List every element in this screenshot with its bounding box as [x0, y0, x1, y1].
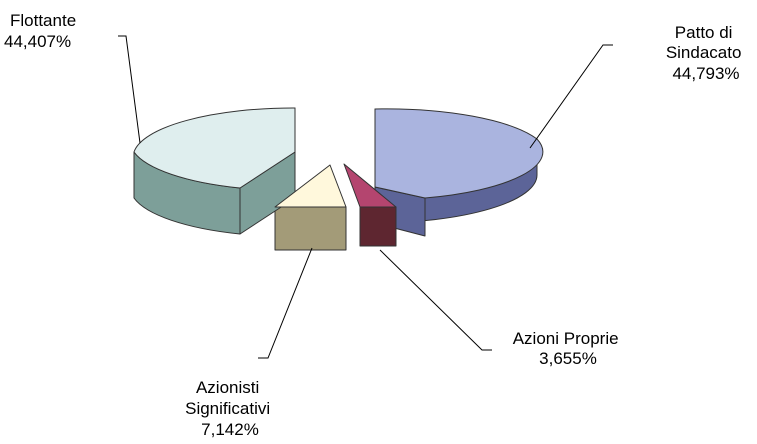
slice-value-label: 3,655%: [539, 349, 597, 368]
slice-top-azioni-proprie: [343, 163, 397, 208]
leader-line-azionisti-significativi: [258, 247, 313, 359]
slice-side-azionisti-significativi: [274, 206, 347, 251]
slice-name-line: Patto di: [675, 23, 733, 42]
slice-name-line: Azionisti: [196, 378, 259, 397]
slice-label-azioni-proprie: Azioni Proprie 3,655%: [513, 329, 624, 368]
leader-line-azioni-proprie: [379, 249, 492, 351]
slice-name-line: Significativi: [185, 399, 270, 418]
slice-top-azionisti-significativi: [274, 164, 347, 208]
slice-label-patto-di-sindacato: Patto di Sindacato 44,793%: [666, 23, 746, 83]
slice-side-azioni-proprie: [359, 206, 397, 247]
slice-label-azionisti-significativi: Azionisti Significativi 7,142%: [185, 378, 275, 439]
slice-value-label: 44,407%: [4, 32, 71, 51]
slice-name-line: Sindacato: [666, 43, 742, 62]
slice-value-label: 44,793%: [672, 64, 739, 83]
leader-line-patto-di-sindacato: [529, 44, 613, 149]
leader-line-flottante: [118, 35, 141, 144]
slice-top-flottante: [133, 107, 296, 189]
slice-name-line: Flottante: [10, 11, 76, 30]
slice-value-label: 7,142%: [201, 420, 259, 439]
slice-top-patto-di-sindacato: [374, 108, 544, 199]
slice-name-line: Azioni Proprie: [513, 329, 619, 348]
slice-label-flottante: Flottante 44,407%: [4, 11, 81, 51]
